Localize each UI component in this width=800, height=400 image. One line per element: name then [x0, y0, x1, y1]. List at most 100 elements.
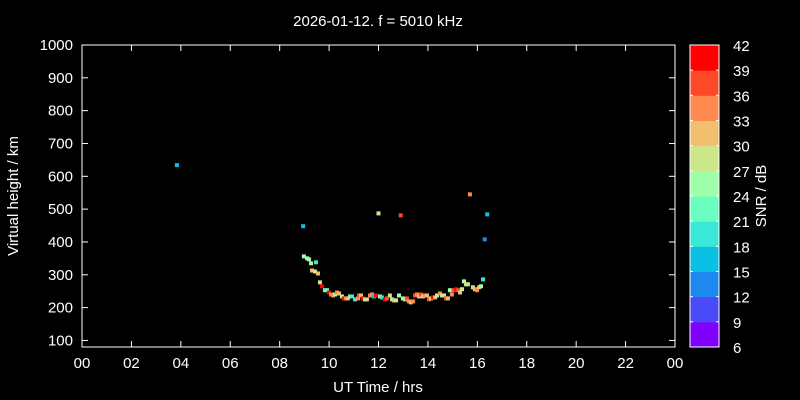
data-point: [479, 284, 484, 289]
data-point: [485, 212, 490, 217]
colorbar: 6 9 12 15 18 21 24 27 30 33 36 39 42: [689, 38, 750, 357]
colorbar-tick-label: 39: [733, 63, 750, 80]
x-tick-label: 00: [74, 355, 91, 372]
x-tick-label: 12: [370, 355, 387, 372]
colorbar-tick-label: 6: [733, 340, 741, 357]
data-point: [481, 277, 486, 282]
y-axis-label: Virtual height / km: [5, 136, 22, 256]
data-point: [374, 293, 379, 298]
data-point: [460, 287, 465, 292]
data-point: [336, 291, 341, 296]
colorbar-tick-label: 33: [733, 114, 750, 131]
data-point: [465, 282, 470, 287]
y-axis: 100 200 300 400 500 600 700 800 900 1000: [40, 37, 675, 349]
y-tick-label: 800: [48, 103, 73, 120]
data-point: [461, 279, 466, 284]
y-tick-label: 100: [48, 332, 73, 349]
colorbar-tick-label: 15: [733, 265, 750, 282]
x-tick-label: 04: [172, 355, 189, 372]
data-point: [447, 288, 452, 293]
data-point: [301, 254, 306, 259]
data-points: [174, 163, 490, 305]
data-point: [397, 293, 402, 298]
data-point: [376, 211, 381, 216]
data-point: [353, 297, 358, 302]
colorbar-tick-label: 18: [733, 239, 750, 256]
colorbar-bin: [690, 321, 719, 348]
x-tick-label: 02: [123, 355, 140, 372]
colorbar-tick-label: 27: [733, 164, 750, 181]
data-point: [358, 293, 363, 298]
colorbar-bin: [690, 45, 719, 71]
colorbar-bin: [690, 271, 719, 298]
colorbar-tick-label: 30: [733, 139, 750, 156]
data-point: [355, 296, 360, 301]
data-point: [317, 280, 322, 285]
colorbar-tick-label: 36: [733, 88, 750, 105]
data-point: [301, 224, 306, 229]
data-point: [404, 296, 409, 301]
y-tick-label: 600: [48, 168, 73, 185]
colorbar-bin: [690, 196, 719, 222]
x-tick-label: 06: [222, 355, 239, 372]
x-axis: 00 02 04 06 08 10 12 14 16 18 20 22 00: [74, 45, 684, 372]
data-point: [441, 293, 446, 298]
data-point: [449, 292, 454, 297]
data-point: [364, 297, 369, 302]
data-point: [384, 296, 389, 301]
y-tick-label: 300: [48, 267, 73, 284]
chart-title: 2026-01-12. f = 5010 kHz: [293, 13, 463, 30]
data-point: [435, 293, 440, 298]
data-point: [313, 260, 318, 265]
colorbar-tick-label: 21: [733, 214, 750, 231]
data-point: [387, 293, 392, 298]
data-point: [408, 300, 413, 305]
x-axis-label: UT Time / hrs: [333, 379, 423, 396]
data-point: [467, 192, 472, 197]
data-point: [309, 261, 314, 266]
data-point: [312, 269, 317, 274]
x-tick-label: 22: [617, 355, 634, 372]
y-tick-label: 400: [48, 234, 73, 251]
data-point: [482, 237, 487, 242]
x-tick-label: 18: [518, 355, 535, 372]
colorbar-tick-label: 42: [733, 38, 750, 55]
data-point: [322, 288, 327, 293]
colorbar-bin: [690, 145, 719, 172]
data-point: [345, 296, 350, 301]
colorbar-bin: [690, 221, 719, 247]
colorbar-tick-label: 12: [733, 290, 750, 307]
colorbar-bin: [690, 120, 719, 147]
data-point: [319, 284, 324, 289]
data-point: [430, 295, 435, 300]
data-point: [379, 295, 384, 300]
y-tick-label: 200: [48, 300, 73, 317]
y-tick-label: 1000: [40, 37, 73, 54]
y-tick-label: 900: [48, 70, 73, 87]
data-point: [307, 257, 312, 262]
data-point: [350, 294, 355, 299]
x-tick-label: 00: [667, 355, 684, 372]
data-point: [310, 268, 315, 273]
data-point: [451, 288, 456, 293]
data-point: [445, 296, 450, 301]
data-point: [472, 287, 477, 292]
data-point: [424, 293, 429, 298]
data-point: [315, 271, 320, 276]
x-tick-label: 16: [469, 355, 486, 372]
colorbar-bin: [690, 170, 719, 197]
colorbar-label: SNR / dB: [753, 165, 770, 228]
x-tick-label: 20: [568, 355, 585, 372]
data-point: [398, 213, 403, 218]
x-tick-label: 10: [321, 355, 338, 372]
colorbar-tick-label: 24: [733, 189, 750, 206]
colorbar-bin: [690, 70, 719, 96]
plot-frame: [81, 44, 676, 348]
y-tick-label: 700: [48, 135, 73, 152]
data-point: [174, 163, 179, 168]
data-point: [325, 288, 330, 293]
data-point: [456, 288, 461, 293]
data-point: [394, 298, 399, 303]
colorbar-bin: [690, 296, 719, 323]
